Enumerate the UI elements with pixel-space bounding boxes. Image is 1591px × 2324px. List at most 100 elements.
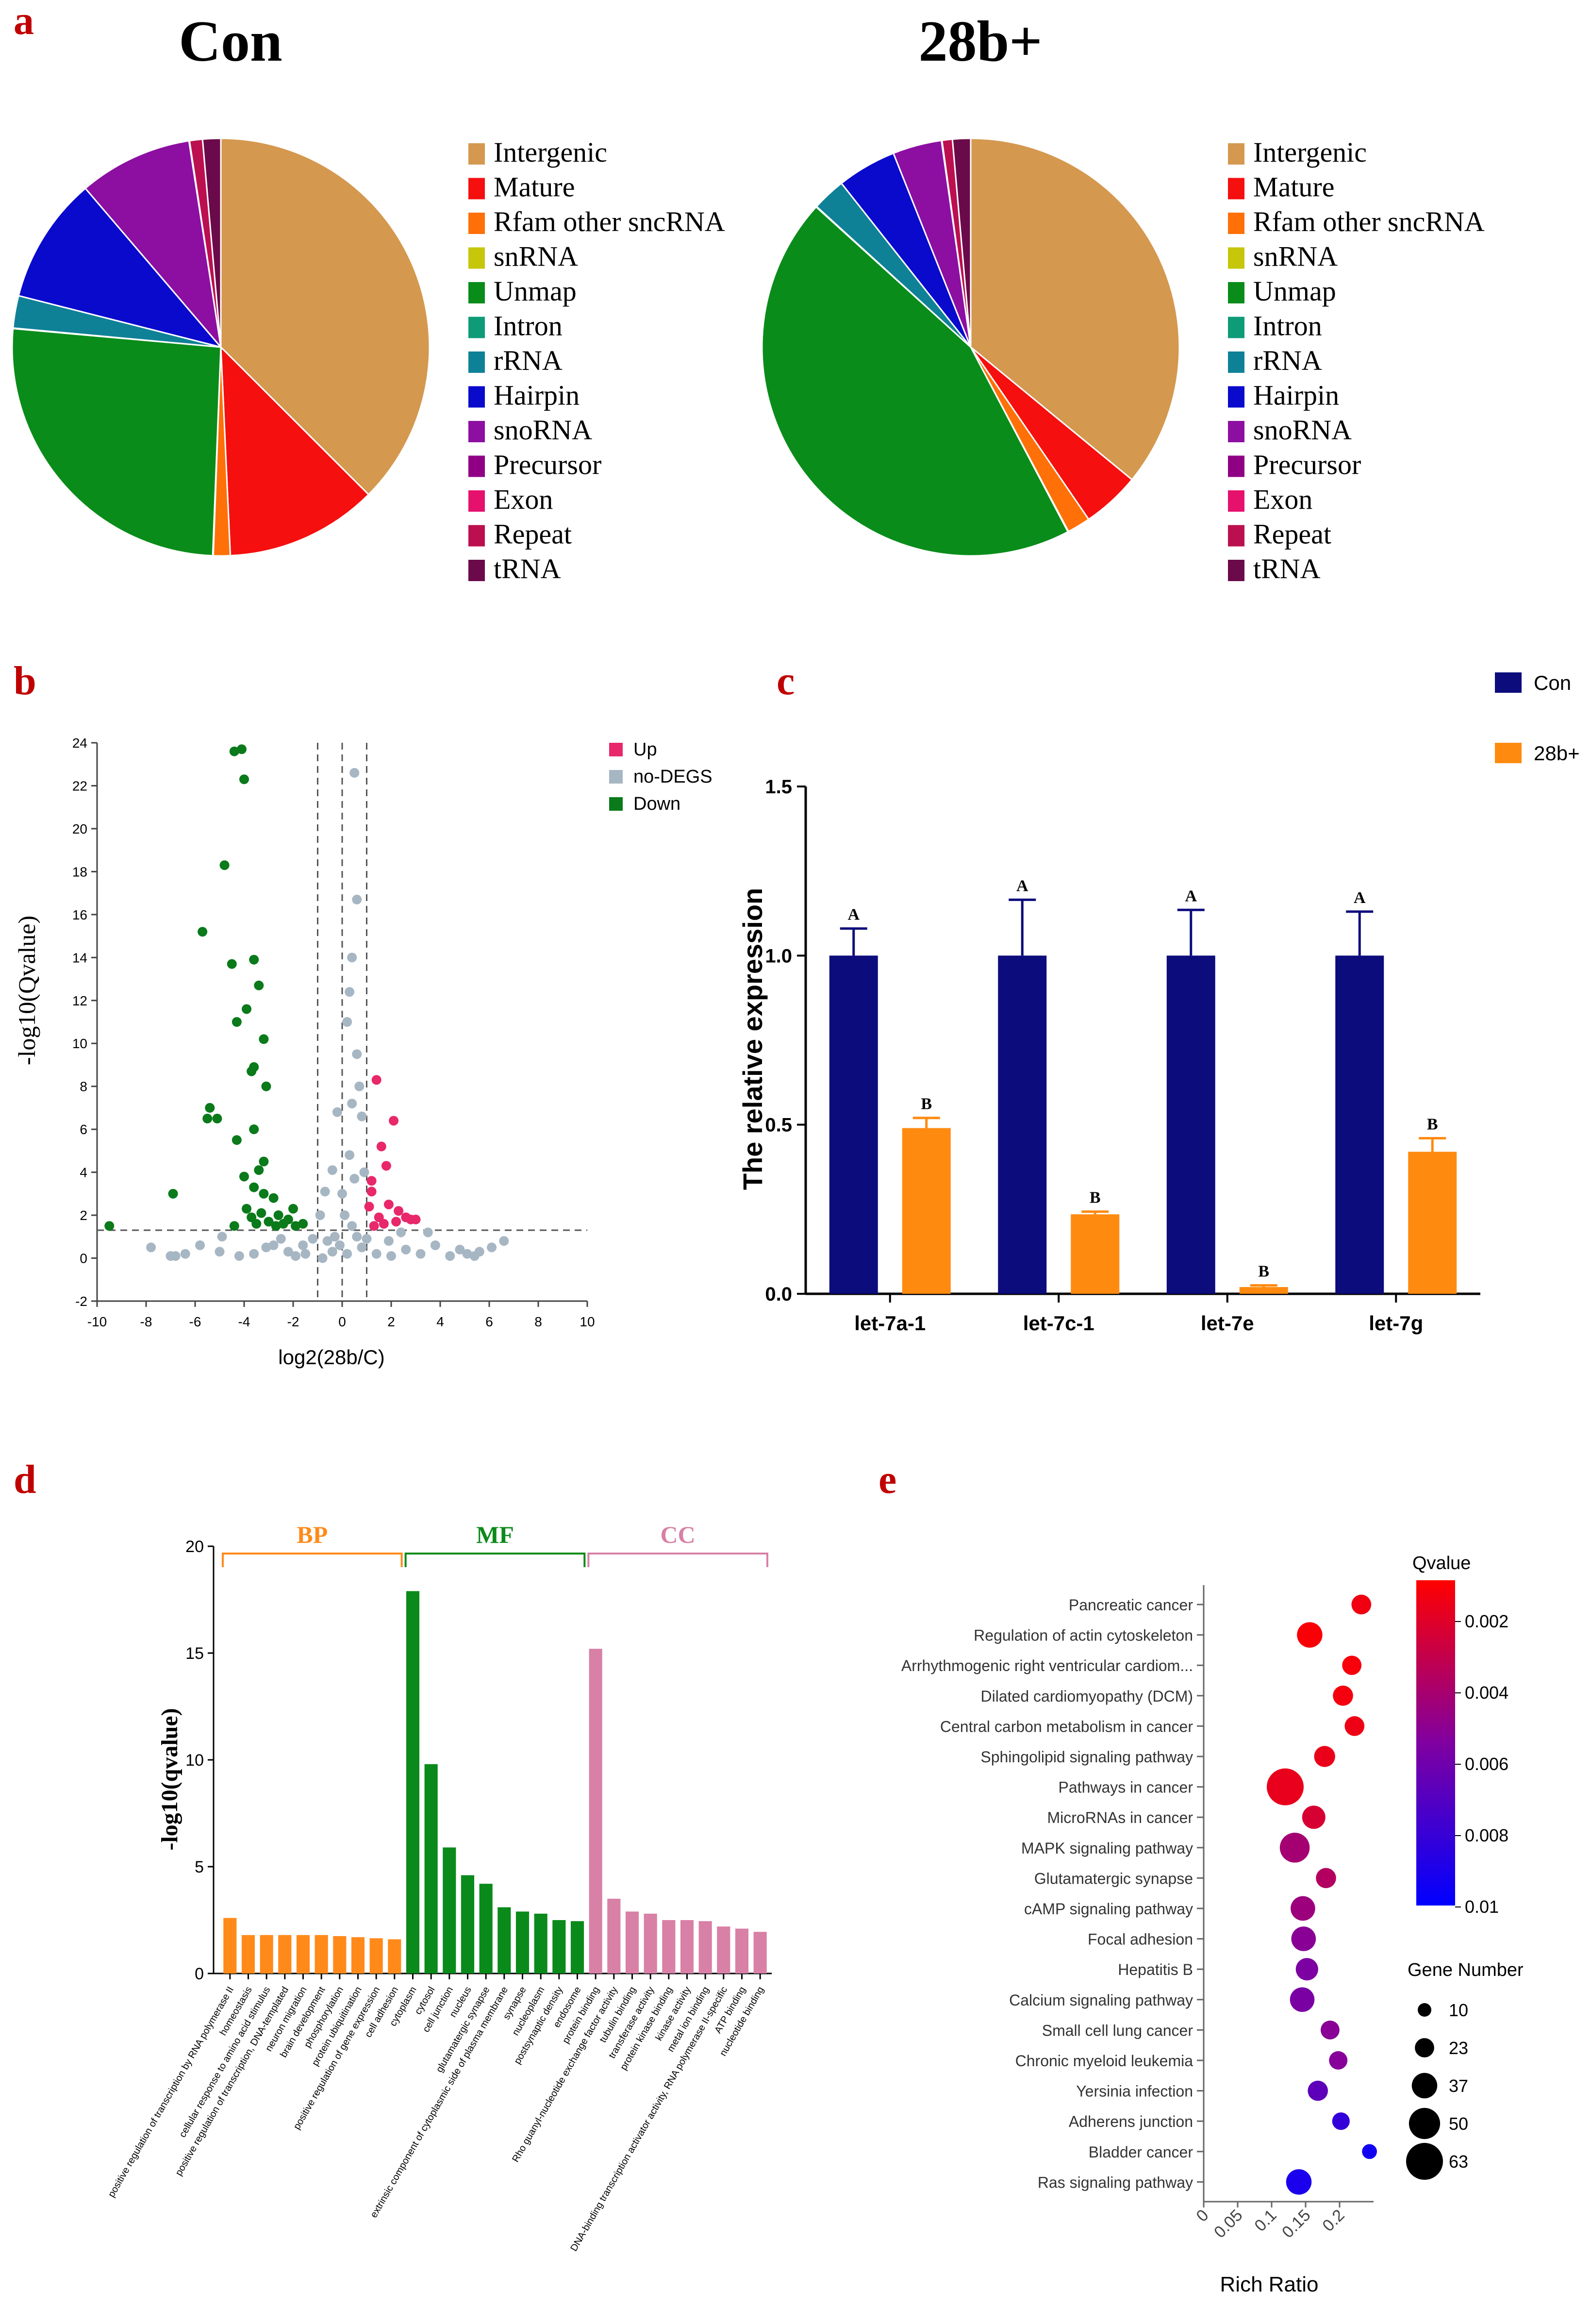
kegg-pathway-label: Sphingolipid signaling pathway (980, 1748, 1193, 1766)
kegg-pathway-label: MicroRNAs in cancer (1047, 1809, 1193, 1826)
kegg-colorbar-label: 0.006 (1465, 1754, 1508, 1774)
volcano-point-up (394, 1206, 404, 1216)
go-group-label: MF (476, 1521, 514, 1548)
qpcr-y-tick-label: 1.0 (765, 945, 792, 967)
qpcr-significance-letter: B (1427, 1116, 1438, 1134)
volcano-point-no-degs (371, 1249, 381, 1259)
legend-label: Unmap (1253, 275, 1336, 307)
volcano-point-no-degs (261, 1242, 271, 1253)
kegg-labels: Pancreatic cancer Regulation of actin cyt… (901, 1596, 1193, 2191)
qpcr-bars: A B A B A B A B (829, 877, 1457, 1294)
legend-label: Mature (494, 171, 575, 203)
volcano-y-tick-label: 6 (80, 1122, 87, 1137)
volcano-point-no-degs (215, 1247, 225, 1257)
volcano-point-no-degs (349, 768, 360, 778)
qpcr-bar-28b (1071, 1214, 1120, 1294)
qpcr-significance-letter: B (1090, 1189, 1101, 1207)
go-bar-bp (369, 1938, 383, 1973)
kegg-points (1267, 1594, 1377, 2195)
kegg-point (1320, 2020, 1340, 2040)
volcano-point-no-degs (340, 1210, 350, 1221)
volcano-y-tick-label: 22 (72, 778, 87, 793)
legend-swatch (1228, 178, 1244, 200)
qpcr-bar-28b (1408, 1152, 1457, 1294)
qpcr-y-tick-label: 0.5 (765, 1115, 792, 1136)
kegg-sizes: 10 23 37 50 63 (1406, 2000, 1468, 2180)
volcano-point-no-degs (332, 1107, 342, 1117)
kegg-pathway-label: Small cell lung cancer (1042, 2022, 1193, 2039)
kegg-point (1314, 1746, 1335, 1767)
volcano-point-no-degs (337, 1188, 347, 1199)
volcano-point-down (298, 1219, 308, 1229)
volcano-point-down (247, 1066, 257, 1076)
volcano-point-no-degs (146, 1242, 156, 1253)
kegg-size-legend-label: 50 (1449, 2114, 1468, 2134)
volcano-point-down (259, 1188, 269, 1199)
legend-label: tRNA (1253, 553, 1321, 585)
legend-label: snoRNA (1253, 414, 1352, 446)
volcano-point-up (369, 1221, 379, 1231)
qpcr-ylabel: The relative expression (737, 888, 768, 1190)
kegg-point (1344, 1716, 1365, 1736)
volcano-point-no-degs (234, 1251, 244, 1261)
volcano-y-tick-label: 20 (72, 821, 87, 836)
qpcr-bar-28b (902, 1128, 951, 1294)
go-bar-bp (333, 1936, 347, 1973)
volcano-legend-swatch (609, 797, 623, 811)
go-bar-bp (278, 1935, 292, 1973)
volcano-xlabel: log2(28b/C) (278, 1346, 384, 1369)
legend-swatch (1228, 525, 1244, 547)
go-y-tick-label: 0 (195, 1965, 204, 1983)
qpcr-significance-letter: A (847, 906, 860, 924)
go-bar-mf (443, 1847, 456, 1973)
kegg-pathway-label: Regulation of actin cytoskeleton (974, 1627, 1193, 1644)
volcano-point-down (168, 1188, 178, 1199)
volcano-point-no-degs (342, 1249, 352, 1259)
volcano-point-down (251, 1219, 262, 1229)
qpcr-bar-con (829, 955, 878, 1294)
volcano-point-down (268, 1193, 279, 1203)
legend-label: Repeat (1253, 518, 1331, 550)
panel-letter-c: c (777, 658, 795, 703)
volcano-legend: Up no-DEGS Down (609, 739, 713, 814)
volcano-point-no-degs (308, 1234, 318, 1244)
volcano-point-no-degs (362, 1234, 372, 1244)
volcano-point-no-degs (268, 1240, 279, 1250)
volcano-point-no-degs (345, 987, 355, 997)
kegg-point (1279, 1833, 1310, 1863)
kegg-pathway-label: Central carbon metabolism in cancer (940, 1718, 1193, 1735)
go-bar-mf (515, 1911, 530, 1973)
volcano-points (104, 744, 509, 1263)
legend-swatch (468, 421, 485, 442)
volcano-y-tick-label: -2 (75, 1294, 87, 1309)
volcano-point-down (229, 746, 239, 756)
volcano-y-tick-label: 12 (72, 993, 87, 1008)
legend-swatch (468, 213, 485, 234)
kegg-x-tick-label: 0 (1193, 2206, 1212, 2225)
panel-b: -10 -8 -6 -4 -2 0 2 4 6 8 10-202468101214161820222… (13, 736, 713, 1369)
volcano-x-tick-label: 6 (485, 1314, 493, 1329)
volcano-point-down (261, 1081, 271, 1091)
legend-label: Exon (1253, 484, 1312, 515)
kegg-pathway-label: Arrhythmogenic right ventricular cardiom… (901, 1657, 1193, 1674)
go-y-tick-label: 20 (185, 1538, 204, 1556)
kegg-point (1333, 1686, 1353, 1706)
go-bar-cc (607, 1899, 621, 1973)
legend-swatch (1228, 455, 1244, 477)
legend-label: Repeat (494, 518, 572, 550)
legend-label: snRNA (494, 241, 578, 272)
volcano-point-no-degs (347, 1221, 357, 1231)
volcano-point-no-degs (487, 1242, 497, 1253)
pie-slice-unmap (761, 206, 1069, 557)
kegg-colorbar-title: Qvalue (1412, 1553, 1471, 1573)
kegg-colorbar-label: 0.004 (1465, 1683, 1508, 1703)
volcano-y-tick-label: 0 (80, 1251, 87, 1266)
volcano-y-tick-label: 24 (72, 736, 87, 751)
volcano-point-down (202, 1114, 213, 1124)
volcano-point-no-degs (342, 1017, 352, 1027)
volcano-point-no-degs (349, 1173, 360, 1184)
kegg-point (1332, 2112, 1350, 2130)
legend-label: Intron (494, 310, 563, 342)
volcano-point-no-degs (180, 1249, 190, 1259)
